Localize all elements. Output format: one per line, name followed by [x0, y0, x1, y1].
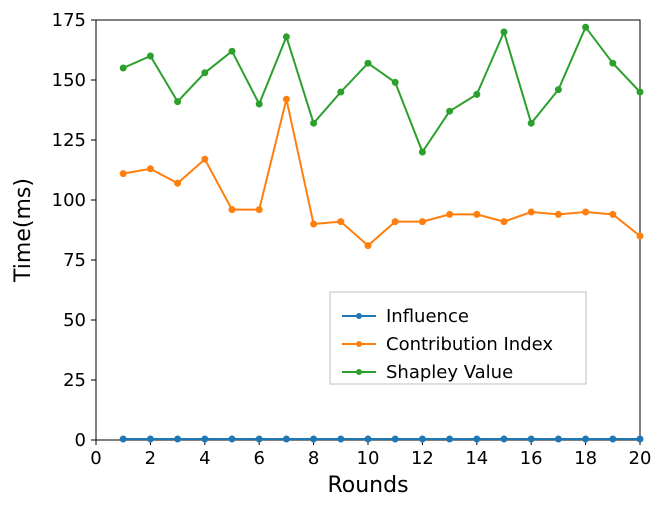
- legend-label: Influence: [386, 306, 469, 327]
- y-tick-label: 125: [52, 130, 86, 151]
- series-marker: [447, 211, 453, 217]
- legend-marker: [356, 341, 362, 347]
- series-marker: [229, 436, 235, 442]
- x-tick-label: 8: [308, 448, 319, 469]
- series-marker: [555, 436, 561, 442]
- x-tick-label: 18: [574, 448, 597, 469]
- y-tick-label: 50: [63, 310, 86, 331]
- series-marker: [419, 149, 425, 155]
- series-marker: [283, 436, 289, 442]
- y-tick-label: 100: [52, 190, 86, 211]
- series-marker: [583, 209, 589, 215]
- series-marker: [610, 211, 616, 217]
- series-marker: [610, 436, 616, 442]
- series-marker: [283, 96, 289, 102]
- series-marker: [474, 436, 480, 442]
- series-marker: [528, 436, 534, 442]
- series-marker: [311, 436, 317, 442]
- series-marker: [202, 156, 208, 162]
- series-marker: [147, 166, 153, 172]
- series-line-1: [123, 99, 640, 245]
- series-marker: [256, 207, 262, 213]
- y-tick-label: 0: [75, 430, 86, 451]
- series-marker: [447, 108, 453, 114]
- series-marker: [229, 48, 235, 54]
- legend-label: Contribution Index: [386, 334, 553, 355]
- series-marker: [637, 436, 643, 442]
- series-marker: [392, 219, 398, 225]
- series-marker: [338, 89, 344, 95]
- series-marker: [474, 211, 480, 217]
- x-tick-label: 16: [520, 448, 543, 469]
- series-marker: [392, 79, 398, 85]
- y-tick-label: 75: [63, 250, 86, 271]
- x-tick-label: 4: [199, 448, 210, 469]
- series-marker: [583, 24, 589, 30]
- series-marker: [175, 99, 181, 105]
- series-marker: [637, 233, 643, 239]
- series-marker: [583, 436, 589, 442]
- series-marker: [175, 180, 181, 186]
- series-marker: [528, 209, 534, 215]
- x-axis-label: Rounds: [327, 473, 408, 498]
- series-marker: [501, 29, 507, 35]
- chart-container: 0 2 4 6 8 10 12 14 16 18 20 Rounds 0 25 50 75 100 125 150 1…: [0, 0, 660, 506]
- series-marker: [120, 171, 126, 177]
- x-tick-label: 12: [411, 448, 434, 469]
- series-marker: [365, 60, 371, 66]
- legend-label: Shapley Value: [386, 362, 513, 383]
- series-marker: [120, 436, 126, 442]
- series-marker: [637, 89, 643, 95]
- series-marker: [365, 243, 371, 249]
- x-tick-label: 20: [629, 448, 652, 469]
- series-marker: [283, 34, 289, 40]
- x-tick-label: 2: [145, 448, 156, 469]
- series-marker: [147, 436, 153, 442]
- legend-marker: [356, 369, 362, 375]
- line-chart: 0 2 4 6 8 10 12 14 16 18 20 Rounds 0 25 50 75 100 125 150 1…: [0, 0, 660, 506]
- series-marker: [338, 436, 344, 442]
- series-line-2: [123, 27, 640, 152]
- series-marker: [256, 101, 262, 107]
- series-marker: [120, 65, 126, 71]
- series-marker: [202, 70, 208, 76]
- series-marker: [202, 436, 208, 442]
- series-marker: [555, 211, 561, 217]
- series-marker: [229, 207, 235, 213]
- y-axis-label: Time(ms): [11, 178, 36, 283]
- series-marker: [528, 120, 534, 126]
- series-marker: [419, 219, 425, 225]
- series-marker: [555, 87, 561, 93]
- series-marker: [311, 221, 317, 227]
- series-marker: [147, 53, 153, 59]
- x-tick-label: 10: [357, 448, 380, 469]
- series-marker: [610, 60, 616, 66]
- series-marker: [175, 436, 181, 442]
- series-marker: [501, 436, 507, 442]
- series-marker: [256, 436, 262, 442]
- y-tick-label: 150: [52, 70, 86, 91]
- x-tick-label: 14: [465, 448, 488, 469]
- series-marker: [338, 219, 344, 225]
- series-marker: [447, 436, 453, 442]
- y-tick-label: 175: [52, 10, 86, 31]
- series-marker: [474, 91, 480, 97]
- x-tick-label: 6: [253, 448, 264, 469]
- series-marker: [419, 436, 425, 442]
- legend-marker: [356, 313, 362, 319]
- y-tick-label: 25: [63, 370, 86, 391]
- x-tick-label: 0: [90, 448, 101, 469]
- series-marker: [392, 436, 398, 442]
- series-marker: [501, 219, 507, 225]
- series-marker: [365, 436, 371, 442]
- series-marker: [311, 120, 317, 126]
